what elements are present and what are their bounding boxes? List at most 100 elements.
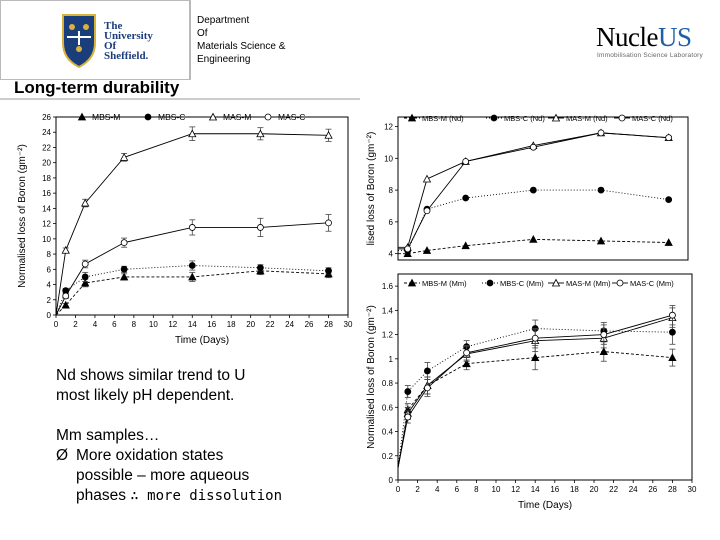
data-point <box>665 196 673 204</box>
data-point <box>461 241 470 250</box>
legend-marker <box>144 113 152 121</box>
body-line: Nd shows similar trend to U <box>56 367 246 384</box>
legend-marker <box>77 112 87 121</box>
data-point <box>119 272 129 281</box>
nucleus-logo-main: Nucle <box>596 22 658 52</box>
x-tick-label: 10 <box>492 485 501 494</box>
boron-loss-chart-nd: 4 6 8 10 12 lised loss of Boron (gm⁻²) MBS-M (… <box>366 113 689 261</box>
y-axis-label: lised loss of Boron (gm⁻²) <box>366 132 377 246</box>
series-mas-m <box>55 126 333 316</box>
legend-marker <box>618 114 626 122</box>
data-point <box>423 207 431 215</box>
x-tick-label: 0 <box>396 485 401 494</box>
y-tick-label: 22 <box>42 143 51 152</box>
x-tick-label: 8 <box>132 320 137 329</box>
data-point <box>325 267 332 275</box>
legend-entry: MAS-M <box>205 112 251 122</box>
x-tick-label: 0 <box>54 320 59 329</box>
legend-entry: MBS-M (Mm) <box>404 278 467 288</box>
data-point <box>668 311 676 319</box>
university-logo-box: The University Of Sheffield. <box>0 0 190 80</box>
x-tick-label: 16 <box>207 320 216 329</box>
y-tick-label: 12 <box>42 220 51 229</box>
data-point <box>188 129 197 138</box>
data-point <box>531 334 539 342</box>
data-point <box>462 158 470 165</box>
y-tick-label: 1.2 <box>382 331 394 340</box>
data-point <box>529 186 537 194</box>
legend-marker <box>486 279 494 287</box>
y-tick-label: 24 <box>42 128 51 137</box>
legend-entry: MAS-C (Mm) <box>612 279 674 288</box>
boron-loss-chart-mm: 00.20.40.60.811.21.41.60 2 4 6 8 10 12 14 16 18 20… <box>366 273 697 511</box>
y-tick-label: 6 <box>389 218 394 227</box>
y-tick-label: 20 <box>42 159 51 168</box>
data-point <box>600 331 608 338</box>
legend-label: MAS-M (Mm) <box>566 279 611 288</box>
x-tick-label: 4 <box>93 320 98 329</box>
legend-marker <box>490 114 498 122</box>
y-tick-label: 6 <box>47 265 52 274</box>
y-tick-label: 16 <box>42 189 51 198</box>
nucleus-logo: NucleUS <box>596 22 692 53</box>
y-tick-label: 0.4 <box>382 428 394 437</box>
slide-body-text: Nd shows similar trend to U most likely … <box>56 366 346 506</box>
data-point <box>529 235 538 243</box>
legend-label: MBS-M (Mm) <box>422 279 467 288</box>
data-point <box>463 349 470 357</box>
bullet-line: possible – more aqueous <box>76 467 250 484</box>
data-point <box>404 413 412 421</box>
series-mbs-c <box>55 260 332 316</box>
x-axis-label: Time (Days) <box>175 335 229 346</box>
data-point <box>325 219 332 227</box>
legend-label: MAS-C (Mm) <box>630 279 674 288</box>
bullet-line-tail: ∴ more dissolution <box>130 488 283 504</box>
legend-entry: MBS-C (Nd) <box>486 114 545 123</box>
data-point <box>462 359 471 368</box>
x-tick-label: 26 <box>305 320 314 329</box>
data-point <box>256 129 265 138</box>
title-underline <box>0 98 360 100</box>
legend-entry: MAS-C (Nd) <box>614 114 673 123</box>
legend-entry: MBS-M <box>74 112 120 122</box>
legend-label: MBS-C <box>158 112 185 122</box>
data-point <box>119 153 129 161</box>
data-point <box>61 245 70 254</box>
y-tick-label: 0.2 <box>382 452 394 461</box>
data-point <box>422 174 432 183</box>
y-tick-label: 1 <box>389 355 394 364</box>
y-tick-label: 8 <box>389 186 394 195</box>
x-tick-label: 8 <box>474 485 479 494</box>
legend-label: MBS-C (Mm) <box>500 279 544 288</box>
data-point <box>324 130 333 139</box>
university-name-line: Sheffield. <box>104 50 149 62</box>
data-point <box>81 198 90 207</box>
bullet-line: More oxidation states <box>76 447 224 464</box>
legend-marker <box>551 113 561 122</box>
x-tick-label: 2 <box>73 320 78 329</box>
data-point <box>256 224 264 231</box>
series-mas-c-nd- <box>398 129 673 253</box>
university-name-line: The <box>104 20 123 32</box>
legend-label: MBS-C (Nd) <box>504 114 545 123</box>
y-tick-label: 12 <box>384 123 393 132</box>
y-tick-label: 1.6 <box>382 282 394 291</box>
data-point <box>668 328 676 336</box>
x-tick-label: 14 <box>531 485 540 494</box>
series-mbs-m-nd- <box>398 235 673 258</box>
y-tick-label: 1.4 <box>382 306 394 315</box>
x-tick-label: 10 <box>149 320 158 329</box>
y-tick-label: 4 <box>47 281 52 290</box>
data-point <box>596 236 606 245</box>
university-name-line: Of <box>104 40 117 52</box>
data-point <box>81 278 90 287</box>
legend-entry: MAS-M (Mm) <box>548 278 611 288</box>
x-tick-label: 26 <box>648 485 657 494</box>
department-line: Engineering <box>197 54 251 65</box>
legend-label: MAS-M (Nd) <box>566 114 608 123</box>
legend-label: MAS-C (Nd) <box>632 114 673 123</box>
header-divider <box>190 0 191 80</box>
legend-marker <box>208 112 218 121</box>
x-tick-label: 20 <box>246 320 255 329</box>
